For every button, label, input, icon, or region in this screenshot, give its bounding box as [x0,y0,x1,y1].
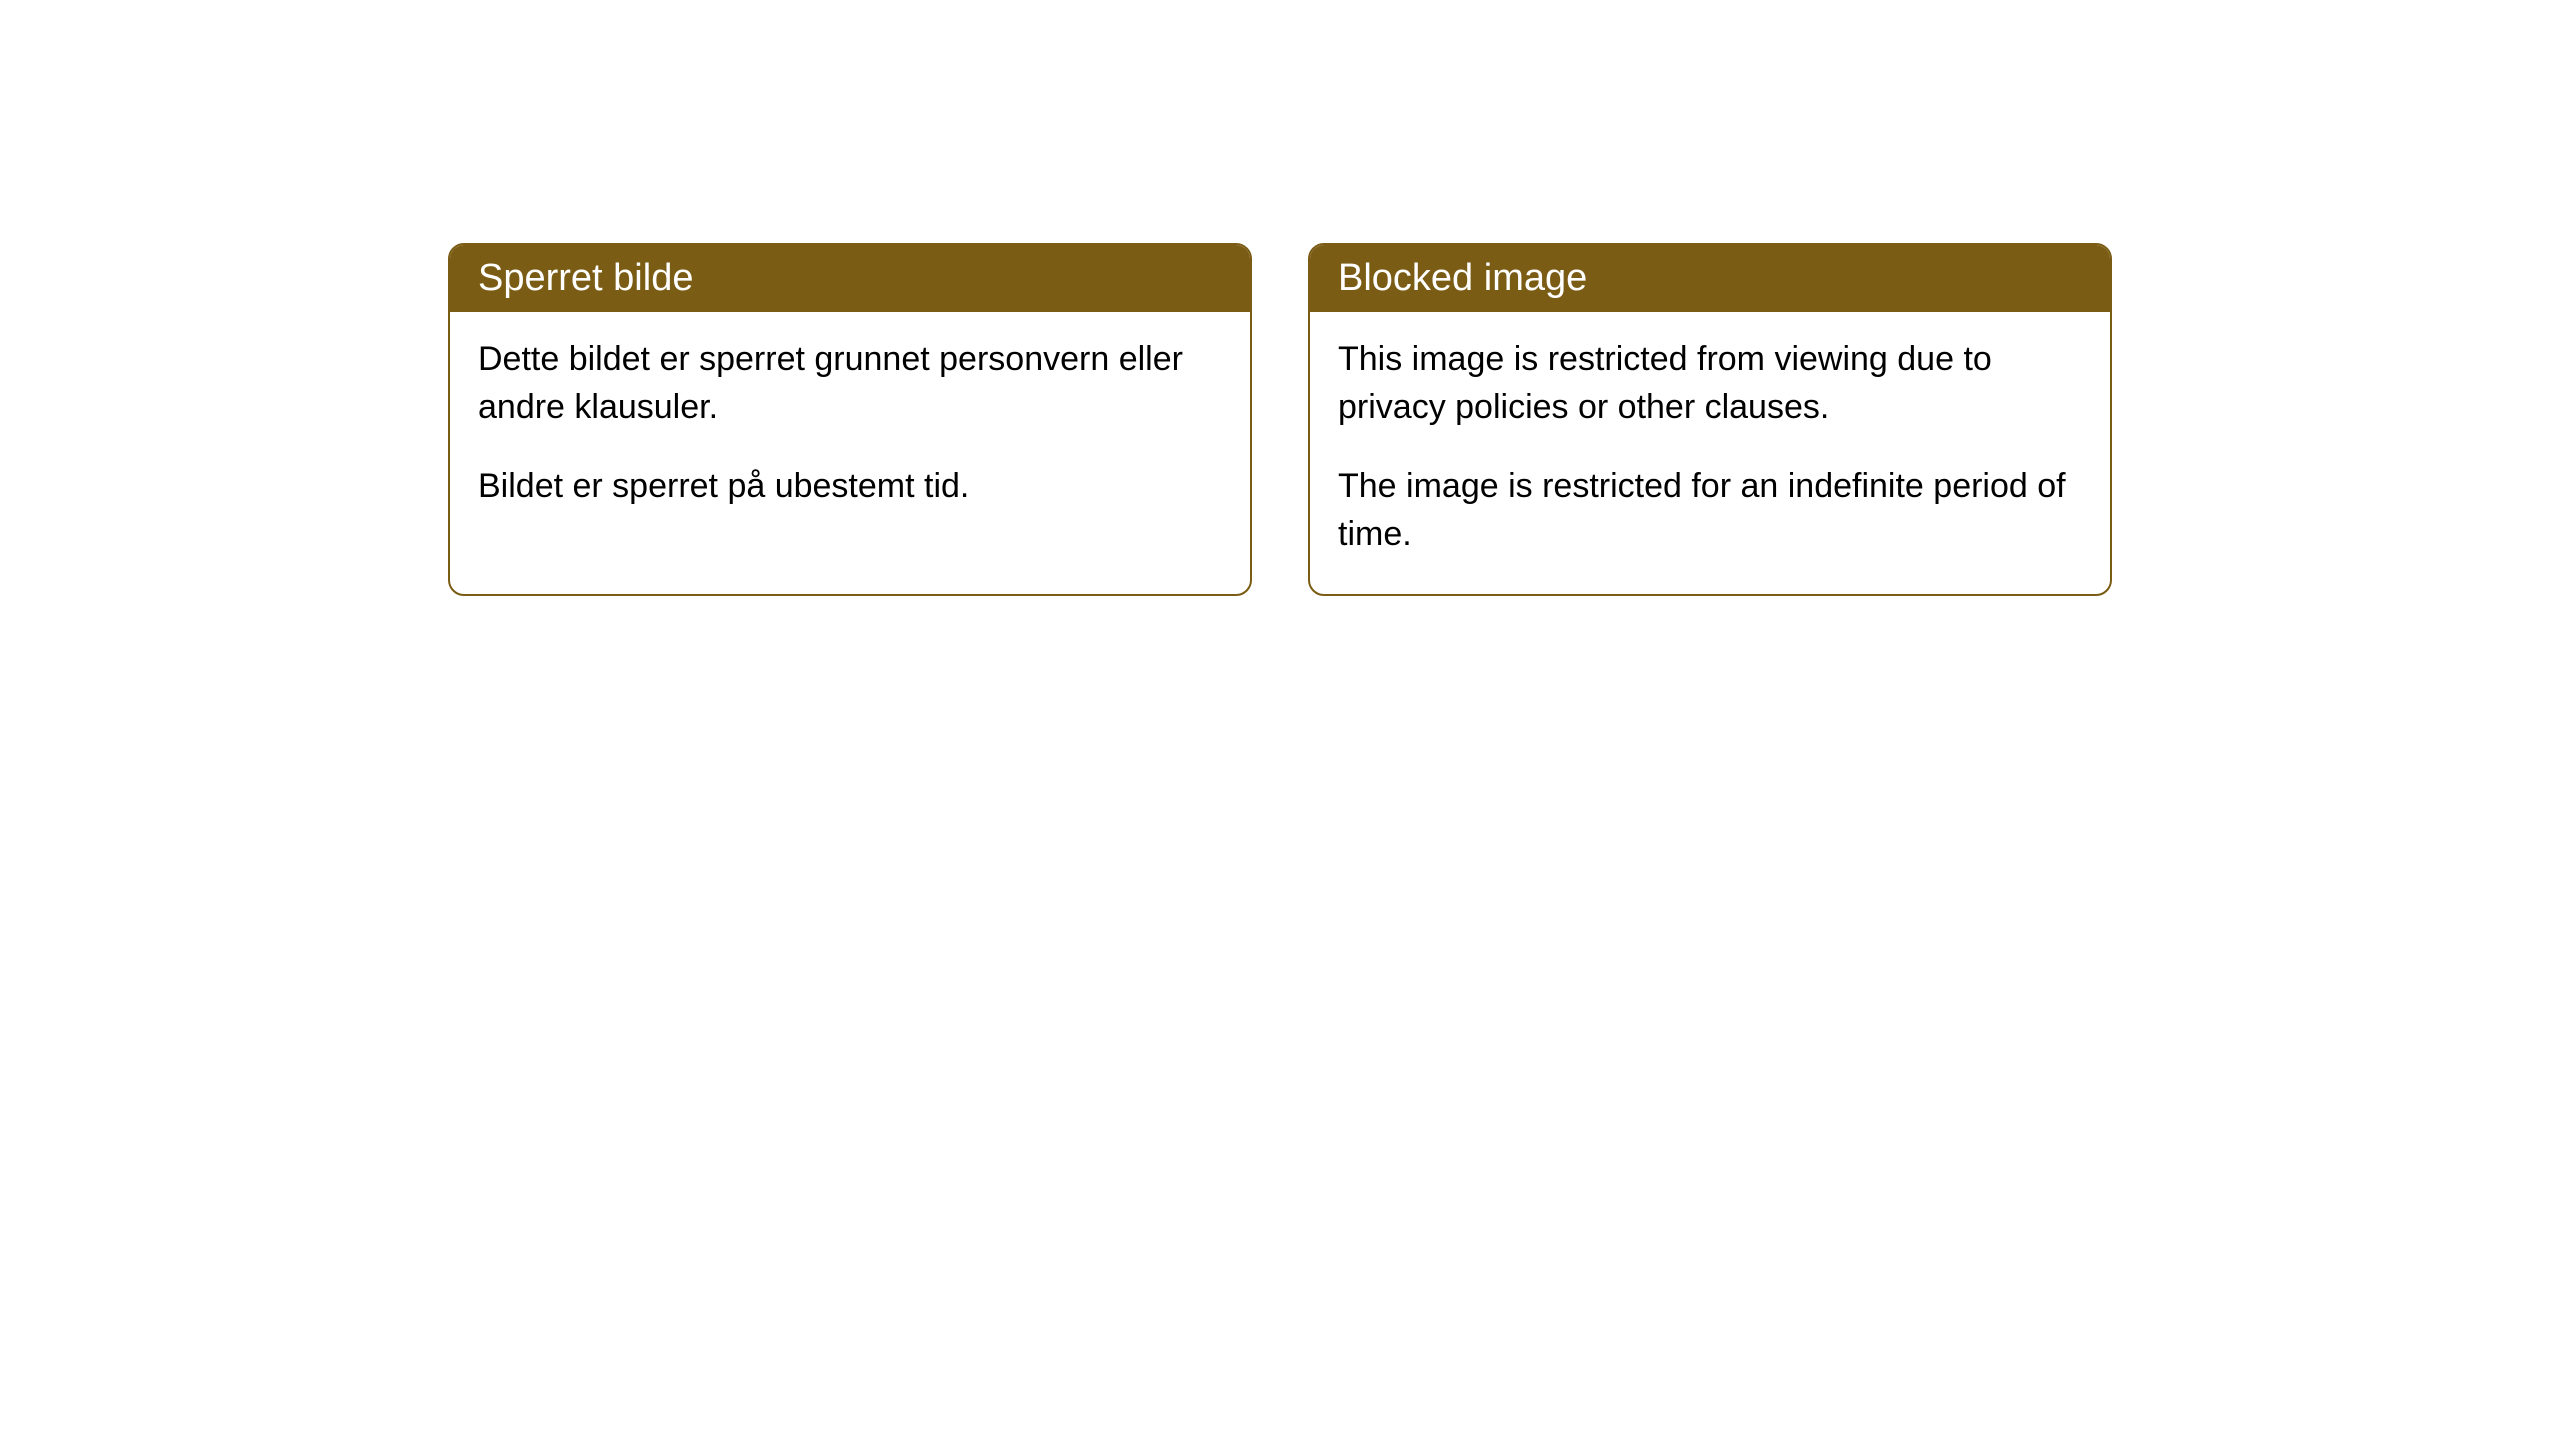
card-paragraph-2: The image is restricted for an indefinit… [1338,463,2082,558]
notification-cards-container: Sperret bilde Dette bildet er sperret gr… [448,243,2112,596]
card-header-norwegian: Sperret bilde [450,245,1250,312]
card-paragraph-1: This image is restricted from viewing du… [1338,336,2082,431]
card-title: Blocked image [1338,257,1587,299]
card-paragraph-1: Dette bildet er sperret grunnet personve… [478,336,1222,431]
card-title: Sperret bilde [478,257,693,299]
card-paragraph-2: Bildet er sperret på ubestemt tid. [478,463,1222,511]
blocked-image-card-english: Blocked image This image is restricted f… [1308,243,2112,596]
card-header-english: Blocked image [1310,245,2110,312]
card-body-norwegian: Dette bildet er sperret grunnet personve… [450,312,1250,547]
blocked-image-card-norwegian: Sperret bilde Dette bildet er sperret gr… [448,243,1252,596]
card-body-english: This image is restricted from viewing du… [1310,312,2110,594]
